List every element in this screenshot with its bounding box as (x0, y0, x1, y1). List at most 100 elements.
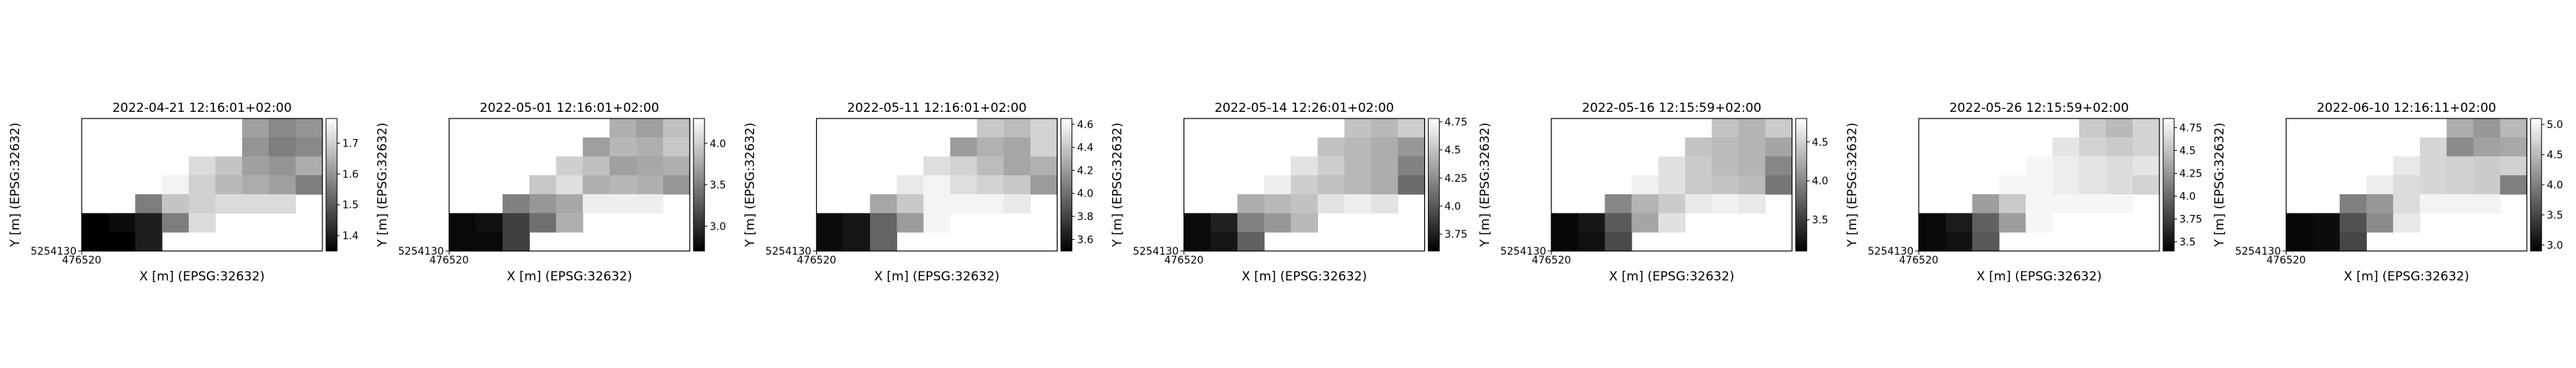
heatmap-cell (295, 156, 323, 176)
heatmap-cell (162, 175, 189, 195)
heatmap-cell (1919, 232, 1946, 252)
heatmap-cell (609, 137, 637, 158)
heatmap-cell (1685, 194, 1713, 214)
heatmap-cell (188, 194, 216, 214)
heatmap-cell (1030, 175, 1058, 195)
heatmap-cell (950, 175, 977, 195)
heatmap-cell (215, 175, 243, 195)
heatmap-cell (475, 213, 503, 233)
heatmap-cell (1658, 175, 1686, 195)
heatmap-cell (1738, 137, 1766, 158)
heatmap-cell (242, 194, 269, 214)
heatmap-cell (135, 232, 163, 252)
heatmap-cell (2079, 137, 2106, 158)
heatmap-cell (1738, 175, 1766, 195)
heatmap-cell (870, 213, 897, 233)
heatmap-cell (1003, 194, 1031, 214)
heatmap-cell (1344, 137, 1372, 158)
heatmap-cell (1003, 175, 1031, 195)
heatmap-cell (1317, 137, 1345, 158)
heatmap-cell (1578, 213, 1606, 233)
heatmap-cell (2132, 156, 2160, 176)
heatmap-cell (662, 118, 690, 138)
heatmap-cell (1370, 156, 1398, 176)
colorbar-tick-label: 1.5 (342, 199, 358, 211)
heatmap-cell (242, 118, 269, 138)
colorbar (1795, 118, 1808, 252)
heatmap-cell (1370, 175, 1398, 195)
panel-7: 2022-06-10 12:16:11+02:00 476520 X [m] (EP… (2212, 101, 2563, 284)
heatmap-cell (2446, 175, 2474, 195)
heatmap-cell (2106, 194, 2134, 214)
heatmap-cell (1604, 194, 1632, 214)
heatmap-cell (923, 213, 951, 233)
colorbar-tick-label: 4.2 (1077, 165, 1093, 177)
heatmap-cell (2106, 118, 2134, 138)
x-axis-label: X [m] (EPSG:32632) (1242, 269, 1367, 284)
heatmap-cell (188, 175, 216, 195)
colorbar-tick-label: 3.5 (710, 180, 726, 191)
colorbar-tick-label: 3.75 (2179, 214, 2202, 226)
x-tick-label: 476520 (1532, 255, 1571, 266)
colorbar-tick-label: 4.5 (1812, 137, 1828, 149)
y-tick-label: 5254130 (31, 246, 77, 258)
heatmap-cell (2339, 232, 2367, 252)
heatmap-cell (870, 232, 897, 252)
heatmap-cell (2052, 194, 2080, 214)
colorbar-tick-label: 4.5 (1445, 145, 1461, 157)
heatmap-cell (1945, 232, 1973, 252)
y-axis-label: Y [m] (EPSG:32632) (743, 122, 757, 247)
heatmap-cell (295, 175, 323, 195)
heatmap-cell (2106, 175, 2134, 195)
x-axis-label: X [m] (EPSG:32632) (1609, 269, 1734, 284)
chart-title: 2022-05-14 12:26:01+02:00 (1214, 101, 1394, 116)
heatmap-cell (108, 232, 136, 252)
x-axis-label: X [m] (EPSG:32632) (139, 269, 264, 284)
heatmap-cell (2025, 156, 2053, 176)
heatmap-cell (977, 118, 1005, 138)
heatmap-cell (2366, 194, 2394, 214)
heatmap-cell (1344, 175, 1372, 195)
axes-frame (81, 118, 323, 252)
chart-title: 2022-04-21 12:16:01+02:00 (113, 101, 292, 116)
heatmap-cell (1344, 194, 1372, 214)
heatmap-cell (269, 156, 297, 176)
heatmap-cell (1738, 194, 1766, 214)
heatmap-cell (2499, 156, 2527, 176)
x-tick-label: 476520 (429, 255, 468, 266)
heatmap-cell (162, 213, 189, 233)
heatmap-cell (1604, 213, 1632, 233)
colorbar (325, 118, 338, 252)
heatmap-cell (1317, 194, 1345, 214)
heatmap-cell (923, 194, 951, 214)
heatmap-cell (609, 156, 637, 176)
x-tick-label: 476520 (2266, 255, 2305, 266)
heatmap-cell (2393, 194, 2421, 214)
chart-title: 2022-05-11 12:16:01+02:00 (847, 101, 1027, 116)
panel-4: 2022-05-14 12:26:01+02:00 476520 X [m] (EP… (1111, 101, 1468, 284)
heatmap-cell (1264, 213, 1292, 233)
colorbar-tick-label: 4.5 (2547, 149, 2563, 161)
heatmap-cell (2079, 118, 2106, 138)
heatmap-cell (1999, 194, 2026, 214)
heatmap-cell (950, 156, 977, 176)
axes-frame (1551, 118, 1793, 252)
heatmap-cell (1765, 156, 1793, 176)
colorbar-tick-label: 4.6 (1077, 119, 1093, 131)
heatmap-cell (2079, 175, 2106, 195)
heatmap-cell (662, 137, 690, 158)
heatmap-cell (843, 232, 871, 252)
colorbar (1428, 118, 1440, 252)
heatmap-cell (1370, 118, 1398, 138)
y-tick-label: 5254130 (1868, 246, 1914, 258)
heatmap-cell (1290, 194, 1318, 214)
heatmap-cell (242, 156, 269, 176)
heatmap-cell (556, 213, 584, 233)
heatmap-cell (896, 194, 924, 214)
heatmap-cell (1237, 232, 1265, 252)
heatmap-cell (923, 156, 951, 176)
heatmap-cell (269, 137, 297, 158)
heatmap-cell (1765, 175, 1793, 195)
heatmap-cell (2446, 137, 2474, 158)
chart-title: 2022-05-01 12:16:01+02:00 (480, 101, 659, 116)
